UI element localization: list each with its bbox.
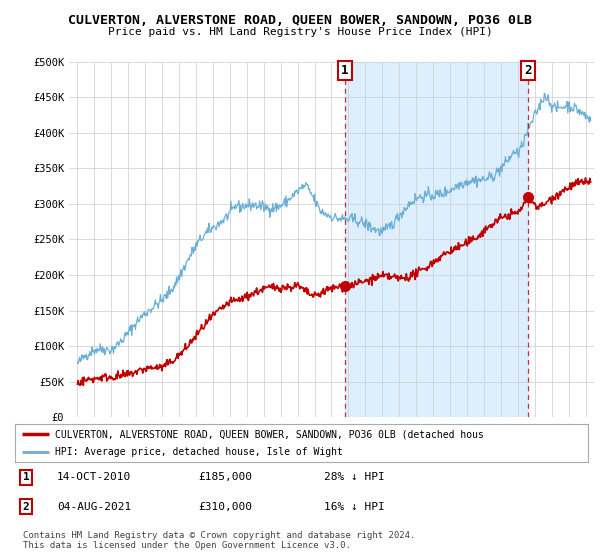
Text: 2: 2 <box>23 502 29 512</box>
Text: CULVERTON, ALVERSTONE ROAD, QUEEN BOWER, SANDOWN, PO36 0LB (detached hous: CULVERTON, ALVERSTONE ROAD, QUEEN BOWER,… <box>55 429 484 439</box>
Text: HPI: Average price, detached house, Isle of Wight: HPI: Average price, detached house, Isle… <box>55 447 343 458</box>
Text: £185,000: £185,000 <box>198 472 252 482</box>
Text: CULVERTON, ALVERSTONE ROAD, QUEEN BOWER, SANDOWN, PO36 0LB: CULVERTON, ALVERSTONE ROAD, QUEEN BOWER,… <box>68 14 532 27</box>
Bar <box>345 62 528 417</box>
Text: £310,000: £310,000 <box>198 502 252 512</box>
Text: 1: 1 <box>341 64 349 77</box>
Text: 2: 2 <box>524 64 532 77</box>
Text: 04-AUG-2021: 04-AUG-2021 <box>57 502 131 512</box>
Text: 28% ↓ HPI: 28% ↓ HPI <box>324 472 385 482</box>
Text: 1: 1 <box>23 472 29 482</box>
Text: 16% ↓ HPI: 16% ↓ HPI <box>324 502 385 512</box>
Text: Contains HM Land Registry data © Crown copyright and database right 2024.
This d: Contains HM Land Registry data © Crown c… <box>23 530 415 550</box>
Text: Price paid vs. HM Land Registry's House Price Index (HPI): Price paid vs. HM Land Registry's House … <box>107 27 493 37</box>
Text: 14-OCT-2010: 14-OCT-2010 <box>57 472 131 482</box>
